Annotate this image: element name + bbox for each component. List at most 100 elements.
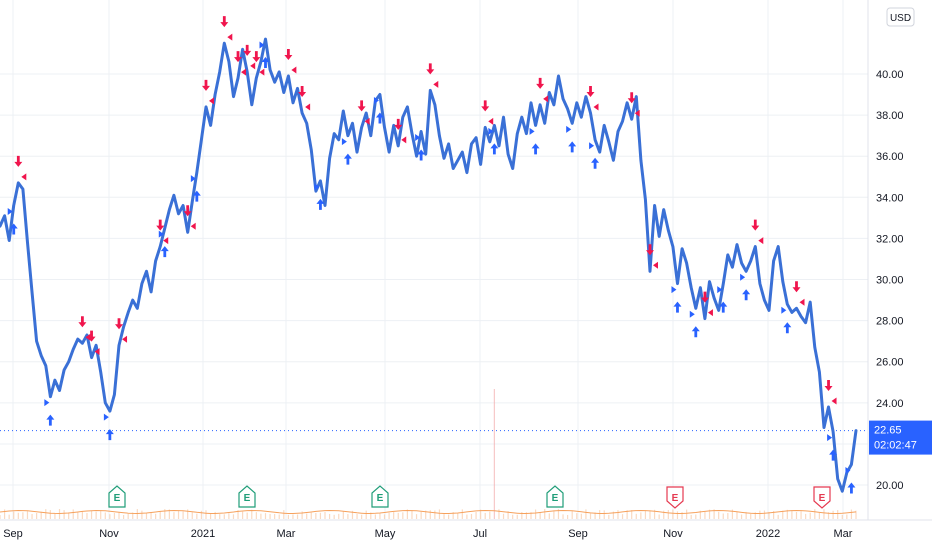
buy-signal-triangle [845,467,851,475]
volume-bar [530,512,532,519]
buy-signal-triangle [529,127,535,135]
sell-signal-triangle [94,348,100,356]
volume-bar [420,511,422,519]
sell-signal-triangle [401,136,407,144]
sell-signal-triangle [190,222,196,230]
volume-bar [832,510,834,519]
volume-bar [626,510,628,519]
volume-bar [553,510,555,519]
volume-bar [617,510,619,519]
volume-bar [589,513,592,519]
buy-signal-arrow [691,326,700,338]
current-price-badge: 22.65 02:02:47 [869,420,932,455]
earnings-marker[interactable]: E [666,486,684,509]
volume-bar [58,509,61,519]
sell-signal-triangle [634,109,640,117]
sell-signal-triangle [653,261,659,269]
buy-signal-triangle [566,125,572,133]
sell-signal-arrow [298,86,307,98]
buy-signal-arrow [192,190,201,202]
volume-bar [640,512,642,519]
volume-bar [242,511,244,519]
earnings-label: E [377,493,384,504]
volume-bar [777,514,779,519]
time-tick-label: Sep [3,528,23,540]
volume-bar [663,510,665,519]
volume-bar [200,510,203,519]
volume-bar [45,509,47,519]
sell-signal-triangle [758,237,764,245]
sell-signal-triangle [593,103,599,111]
volume-bar [214,511,216,519]
volume-bar [484,512,486,519]
volume-bar [173,512,175,519]
sell-signal-arrow [426,63,435,75]
sell-signal-arrow [220,16,229,28]
volume-bar [388,512,390,519]
volume-bar [580,513,582,519]
volume-bar [63,510,65,519]
volume-bar [333,514,335,519]
volume-bar [773,510,775,519]
volume-bar [3,509,6,519]
volume-bar [324,511,326,519]
sell-signal-triangle [21,173,27,181]
volume-bar [402,512,404,519]
volume-bar [557,509,560,519]
volume-bar [191,512,193,519]
buy-signal-arrow [375,112,384,124]
volume-bar [690,514,692,519]
volume-bar [521,512,523,519]
volume-bar [187,509,189,519]
sell-signal-triangle [208,97,214,105]
time-tick-label: Jul [473,528,487,540]
volume-bar [699,510,701,519]
earnings-marker[interactable]: E [108,485,126,508]
volume-bar [466,514,468,519]
sell-signal-triangle [305,103,311,111]
volume-bar [452,512,454,519]
buy-signal-triangle [373,97,379,105]
volume-pane [0,389,857,519]
currency-button[interactable]: USD [886,7,915,27]
volume-bar [283,510,285,519]
earnings-marker[interactable]: E [371,485,389,508]
volume-bar [17,512,19,519]
earnings-marker[interactable]: E [546,485,564,508]
volume-bar [232,514,235,519]
volume-bar [356,513,358,519]
earnings-marker[interactable]: E [813,486,831,509]
buy-signal-arrow [531,143,540,155]
buy-signal-triangle [44,399,50,407]
volume-bar [182,511,184,519]
volume-bar [722,513,724,519]
volume-bar [415,514,418,519]
earnings-marker[interactable]: E [238,485,256,508]
volume-bar [429,510,431,519]
buy-signal-arrow [829,449,838,461]
volume-bar [676,511,679,519]
volume-bar [374,514,376,519]
volume-bar [319,512,322,519]
volume-bar [480,509,482,519]
sell-signal-triangle [122,335,128,343]
volume-bar [310,512,312,519]
time-tick-label: Sep [568,528,588,540]
buy-signal-triangle [717,286,723,294]
buy-signal-arrow [105,429,114,441]
volume-bar [68,512,70,519]
volume-bar [686,509,688,519]
volume-bar [718,511,720,519]
volume-bar [132,512,134,519]
price-tick-label: 24.00 [876,398,904,410]
time-axis[interactable]: Sep Nov 2021 Mar May Jul Sep Nov 2022 Mar [3,528,853,540]
buy-signal-arrow [568,141,577,153]
buy-signal-triangle [827,434,833,442]
sell-signal-arrow [183,205,192,217]
volume-bar [736,511,738,519]
current-price-value: 22.65 [874,425,902,437]
sell-signal-arrow [792,281,801,293]
sell-signal-arrow [751,219,760,231]
